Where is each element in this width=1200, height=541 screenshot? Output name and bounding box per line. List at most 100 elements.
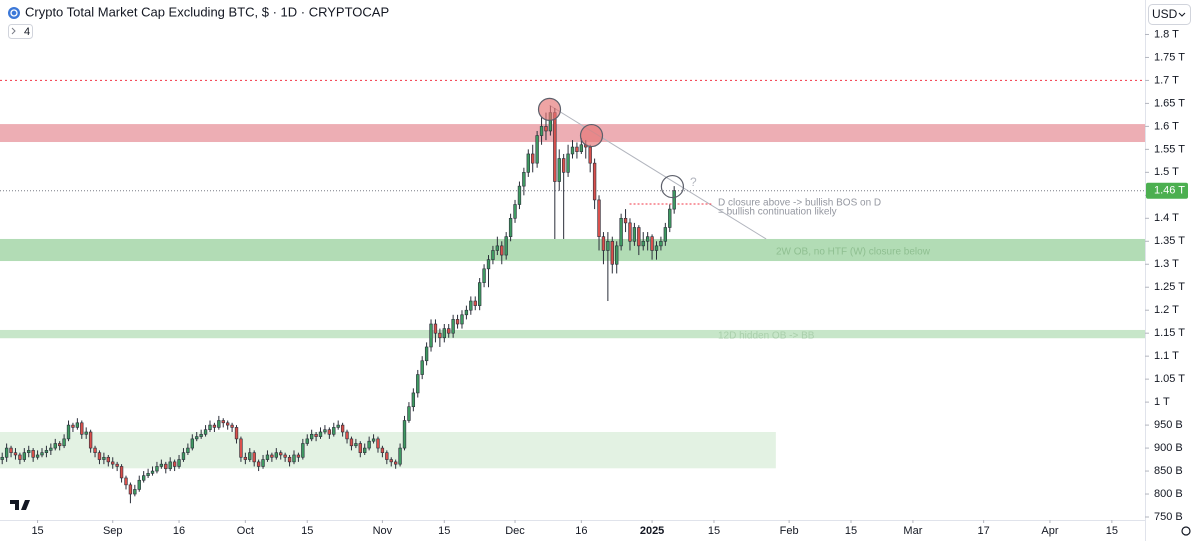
candle-body	[508, 217, 513, 237]
candle-body	[491, 250, 495, 260]
tv-logo	[10, 500, 30, 510]
candle-body	[80, 422, 84, 435]
candle-body	[199, 433, 203, 437]
candle-body	[393, 461, 398, 465]
candle-body	[212, 424, 217, 428]
candle-body	[66, 424, 71, 440]
candle-body	[305, 438, 309, 444]
candle-body	[296, 454, 301, 458]
candle-body	[265, 454, 270, 460]
candle-body	[592, 162, 597, 201]
candle-body	[500, 245, 504, 256]
candle-body	[318, 431, 323, 437]
candle-body	[88, 431, 93, 449]
y-tick-label: 1 T	[1154, 396, 1170, 408]
candle-body	[367, 440, 371, 449]
candle-body	[252, 452, 256, 463]
candle-body	[619, 217, 623, 247]
annotation: D closure above -> bullish BOS on D	[718, 198, 881, 209]
x-tick-label: Mar	[903, 525, 922, 537]
candle-body	[309, 433, 314, 440]
x-tick-label: Dec	[505, 525, 525, 537]
candle-body	[606, 240, 610, 251]
candle-body	[442, 328, 446, 339]
candle-body	[447, 328, 451, 334]
candle-body	[570, 146, 575, 155]
candle-body	[340, 424, 345, 433]
annotation: ?	[690, 175, 697, 189]
x-tick-label: 15	[438, 525, 450, 537]
candle-body	[248, 452, 252, 460]
candle-body	[181, 452, 186, 460]
candle-body	[119, 466, 124, 479]
candle-body	[522, 172, 526, 187]
y-tick-label: 1.75 T	[1154, 51, 1185, 63]
candle-body	[597, 199, 601, 237]
candle-body	[243, 456, 248, 460]
candle-body	[208, 424, 212, 430]
candle-body	[486, 259, 491, 270]
annotation: 12D hidden OB -> BB	[718, 331, 815, 342]
candle-body	[504, 236, 508, 256]
candle-body	[314, 433, 318, 437]
candle-body	[0, 456, 4, 460]
candle-body	[336, 424, 340, 428]
candle-body	[226, 422, 230, 426]
candle-body	[279, 452, 283, 456]
candle-body	[270, 454, 274, 458]
marker-circle	[579, 123, 604, 148]
x-tick-label: Apr	[1041, 525, 1058, 537]
currency-button[interactable]	[1148, 4, 1191, 25]
candle-body	[327, 429, 332, 435]
candle-body	[424, 346, 429, 362]
candle-body	[292, 454, 296, 463]
x-tick-label: Sep	[103, 525, 123, 537]
candle-body	[645, 236, 650, 242]
candle-body	[495, 245, 500, 251]
candle-body	[106, 456, 110, 463]
candle-body	[239, 438, 243, 458]
candle-body	[561, 158, 566, 173]
x-tick-label: 16	[173, 525, 185, 537]
candle-body	[637, 227, 641, 247]
candle-body	[411, 392, 416, 408]
candle-body	[53, 443, 57, 449]
candle-body	[301, 443, 305, 458]
axes: 1.8 T 1.75 T 1.7 T 1.65 T 1.6 T 1.55 T 1.5 T 1.…	[31, 28, 1188, 537]
candle-body	[146, 473, 150, 476]
y-tick-label: 1.6 T	[1154, 120, 1179, 132]
currency-label: USD	[1152, 7, 1178, 21]
candle-body	[27, 450, 31, 453]
settings-icon[interactable]	[1181, 526, 1191, 536]
chart-title: Crypto Total Market Cap Excluding BTC, $…	[25, 4, 389, 19]
candle-body	[464, 309, 469, 316]
candle-body	[44, 450, 49, 453]
candle-body	[62, 438, 66, 447]
candle-body	[97, 452, 102, 460]
y-tick-label: 1.2 T	[1154, 304, 1179, 316]
y-tick-label: 1.7 T	[1154, 74, 1179, 86]
candle-body	[663, 227, 668, 242]
y-tick-label: 1.4 T	[1154, 212, 1179, 224]
candle-body	[473, 300, 477, 306]
candle-body	[402, 420, 407, 449]
candle-body	[451, 319, 455, 334]
candle-body	[9, 447, 13, 453]
candle-body	[363, 447, 367, 453]
y-tick-label: 800 B	[1154, 488, 1183, 500]
indicator-badge[interactable]	[8, 24, 33, 39]
candle-body	[102, 456, 106, 460]
badge-chevron	[11, 27, 16, 35]
candle-body	[186, 447, 190, 453]
candle-body	[672, 190, 676, 210]
candle-body	[332, 427, 336, 435]
y-tick-label: 1.15 T	[1154, 327, 1185, 339]
last-price-box	[1146, 182, 1188, 199]
candle-body	[389, 459, 393, 463]
candle-body	[615, 245, 619, 265]
y-tick-label: 1.1 T	[1154, 350, 1179, 362]
candle-body	[217, 420, 221, 428]
symbol-logo	[8, 7, 20, 19]
zone	[0, 124, 1145, 143]
